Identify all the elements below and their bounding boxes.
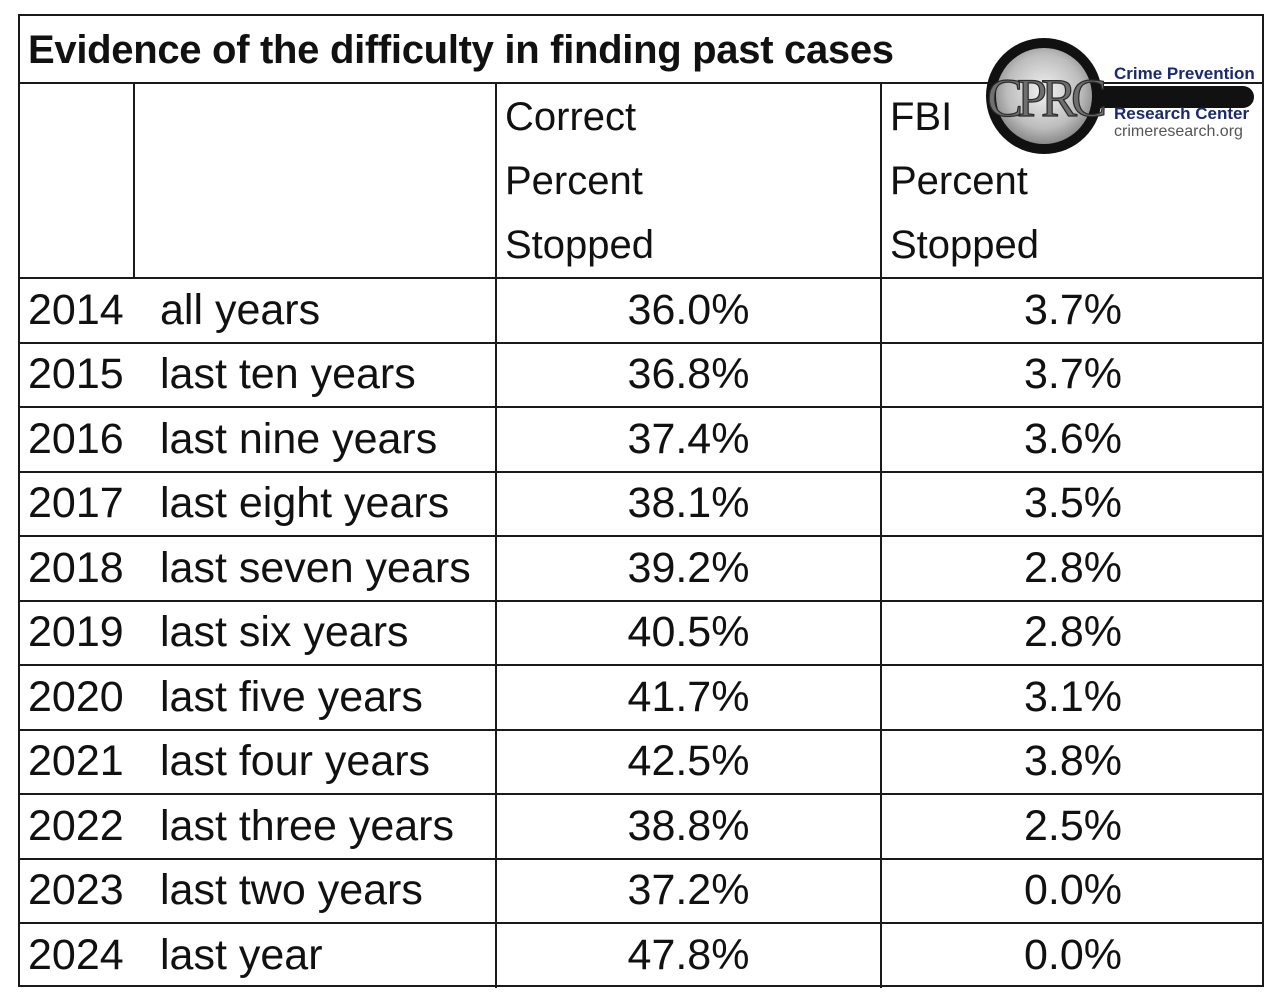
year-cell: 2014 <box>18 277 134 344</box>
header-fbi-line: Percent <box>890 159 1028 203</box>
fbi-percent-cell: 2.8% <box>880 599 1264 666</box>
table-row: 2016 last nine years 37.4% 3.6% <box>18 406 1264 473</box>
year-cell: 2018 <box>18 535 134 602</box>
table-row: 2019 last six years 40.5% 2.8% <box>18 599 1264 666</box>
correct-percent-cell: 36.0% <box>495 277 882 344</box>
fbi-percent-cell: 3.7% <box>880 341 1264 408</box>
header-label <box>133 82 497 279</box>
correct-percent-cell: 42.5% <box>495 728 882 795</box>
period-label-cell: last seven years <box>134 535 497 602</box>
period-label-cell: last four years <box>134 728 497 795</box>
table-row: 2020 last five years 41.7% 3.1% <box>18 664 1264 731</box>
title-bar: Evidence of the difficulty in finding pa… <box>18 14 1264 84</box>
correct-percent-cell: 36.8% <box>495 341 882 408</box>
table-row: 2024 last year 47.8% 0.0% <box>18 922 1264 988</box>
header-correct-line: Stopped <box>505 223 655 267</box>
correct-percent-cell: 38.1% <box>495 470 882 537</box>
data-table: Correct Percent Stopped FBI Percent Stop… <box>18 82 1264 988</box>
year-cell: 2021 <box>18 728 134 795</box>
logo-website: crimeresearch.org <box>1114 123 1243 140</box>
table-row: 2017 last eight years 38.1% 3.5% <box>18 470 1264 537</box>
correct-percent-cell: 37.2% <box>495 857 882 924</box>
year-cell: 2019 <box>18 599 134 666</box>
logo-org-line2: Research Center <box>1114 104 1250 123</box>
header-fbi-line: FBI <box>890 95 953 139</box>
header-row: Correct Percent Stopped FBI Percent Stop… <box>18 82 1264 279</box>
correct-percent-cell: 41.7% <box>495 664 882 731</box>
logo-text: Crime Prevention Research Center crimere… <box>1114 64 1255 140</box>
table-row: 2022 last three years 38.8% 2.5% <box>18 793 1264 860</box>
logo-org-line1: Crime Prevention <box>1114 64 1255 83</box>
period-label-cell: last five years <box>134 664 497 731</box>
year-cell: 2022 <box>18 793 134 860</box>
table-row: 2018 last seven years 39.2% 2.8% <box>18 535 1264 602</box>
year-cell: 2015 <box>18 341 134 408</box>
fbi-percent-cell: 3.6% <box>880 406 1264 473</box>
fbi-percent-cell: 2.8% <box>880 535 1264 602</box>
fbi-percent-cell: 3.7% <box>880 277 1264 344</box>
fbi-percent-cell: 3.1% <box>880 664 1264 731</box>
period-label-cell: last year <box>134 922 497 988</box>
year-cell: 2016 <box>18 406 134 473</box>
header-year <box>18 82 135 279</box>
header-correct-line: Correct <box>505 95 637 139</box>
correct-percent-cell: 40.5% <box>495 599 882 666</box>
correct-percent-cell: 47.8% <box>495 922 882 988</box>
page-title: Evidence of the difficulty in finding pa… <box>28 28 894 72</box>
table-row: 2014 all years 36.0% 3.7% <box>18 277 1264 344</box>
header-correct-line: Percent <box>505 159 643 203</box>
year-cell: 2020 <box>18 664 134 731</box>
period-label-cell: last two years <box>134 857 497 924</box>
period-label-cell: last eight years <box>134 470 497 537</box>
correct-percent-cell: 38.8% <box>495 793 882 860</box>
fbi-percent-cell: 3.5% <box>880 470 1264 537</box>
magnifying-glass-icon: CPRC <box>986 38 1254 154</box>
fbi-percent-cell: 3.8% <box>880 728 1264 795</box>
year-cell: 2023 <box>18 857 134 924</box>
table-row: 2021 last four years 42.5% 3.8% <box>18 728 1264 795</box>
year-cell: 2024 <box>18 922 134 988</box>
year-cell: 2017 <box>18 470 134 537</box>
correct-percent-cell: 37.4% <box>495 406 882 473</box>
period-label-cell: last ten years <box>134 341 497 408</box>
period-label-cell: last six years <box>134 599 497 666</box>
fbi-percent-cell: 2.5% <box>880 793 1264 860</box>
table-row: 2015 last ten years 36.8% 3.7% <box>18 341 1264 408</box>
table-body: 2014 all years 36.0% 3.7% 2015 last ten years… <box>18 277 1264 988</box>
table-row: 2023 last two years 37.2% 0.0% <box>18 857 1264 924</box>
period-label-cell: last three years <box>134 793 497 860</box>
period-label-cell: all years <box>134 277 497 344</box>
cprc-logo: CPRC <box>982 24 1262 154</box>
fbi-percent-cell: 0.0% <box>880 922 1264 988</box>
correct-percent-cell: 39.2% <box>495 535 882 602</box>
logo-mark: CPRC <box>987 68 1105 128</box>
header-correct-percent-stopped: Correct Percent Stopped <box>495 82 882 279</box>
fbi-percent-cell: 0.0% <box>880 857 1264 924</box>
period-label-cell: last nine years <box>134 406 497 473</box>
header-fbi-line: Stopped <box>890 223 1040 267</box>
